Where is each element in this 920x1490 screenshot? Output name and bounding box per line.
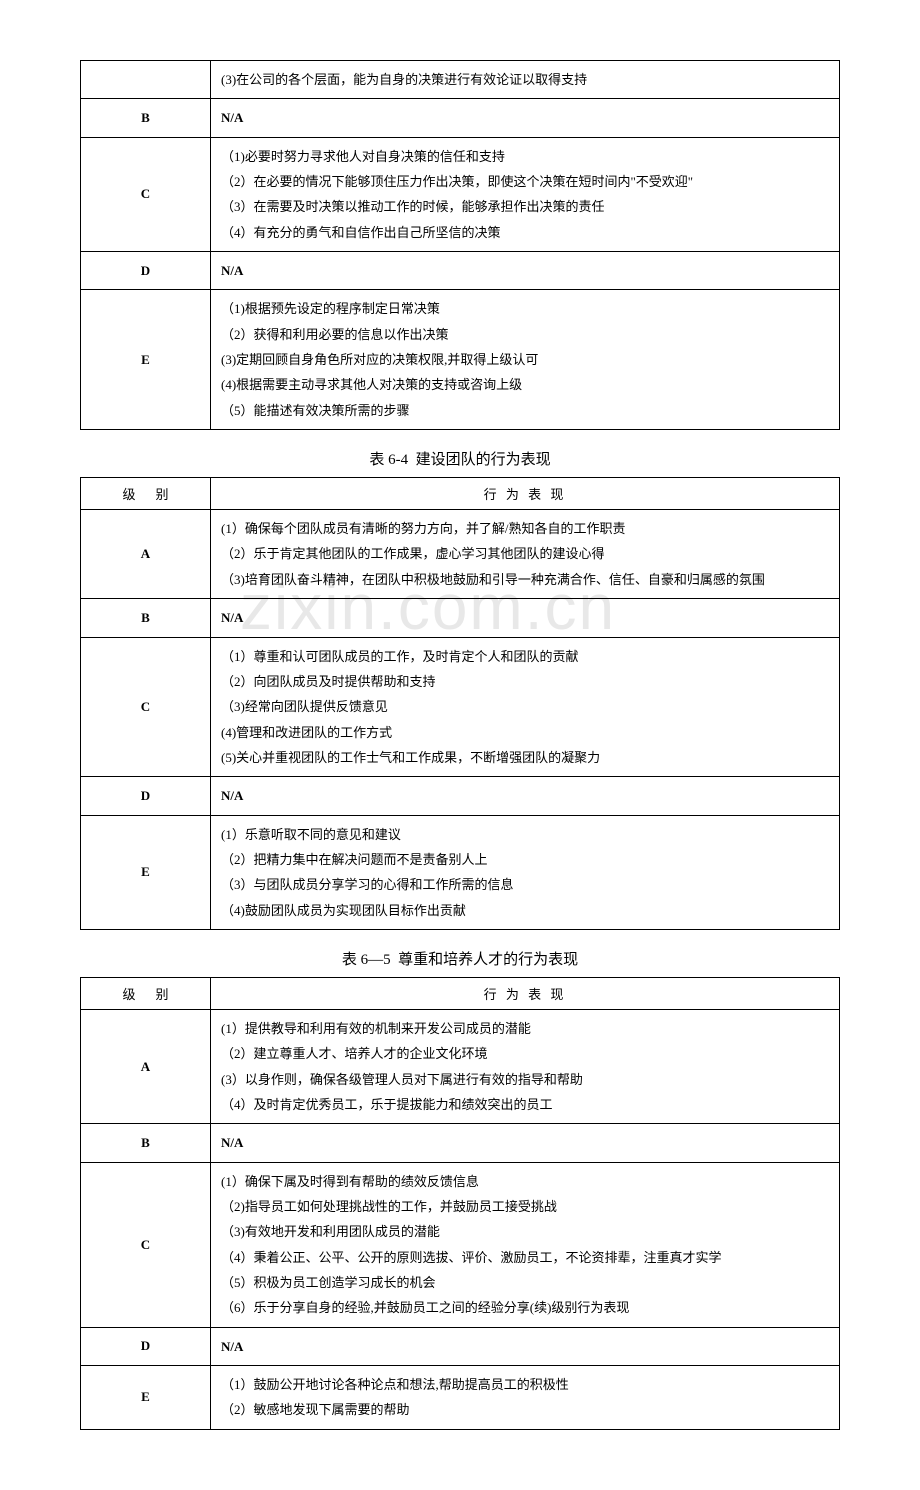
level-cell: B bbox=[81, 1124, 211, 1162]
behavior-line: （1)根据预先设定的程序制定日常决策 bbox=[221, 296, 829, 321]
behavior-cell: (1）确保下属及时得到有帮助的绩效反馈信息 （2)指导员工如何处理挑战性的工作，… bbox=[211, 1162, 840, 1327]
behavior-line: （2）向团队成员及时提供帮助和支持 bbox=[221, 669, 829, 694]
level-cell: D bbox=[81, 252, 211, 290]
behavior-line: （3)培育团队奋斗精神，在团队中积极地鼓励和引导一种充满合作、信任、自豪和归属感… bbox=[221, 567, 829, 592]
behavior-line: （5）积极为员工创造学习成长的机会 bbox=[221, 1270, 829, 1295]
behavior-line: （1)必要时努力寻求他人对自身决策的信任和支持 bbox=[221, 144, 829, 169]
behavior-line: （2）获得和利用必要的信息以作出决策 bbox=[221, 322, 829, 347]
behavior-line: （2）把精力集中在解决问题而不是责备别人上 bbox=[221, 847, 829, 872]
behavior-line: （2）建立尊重人才、培养人才的企业文化环境 bbox=[221, 1041, 829, 1066]
behavior-line: (1）确保下属及时得到有帮助的绩效反馈信息 bbox=[221, 1169, 829, 1194]
behavior-cell: N/A bbox=[211, 252, 840, 290]
title-text: 尊重和培养人才的行为表现 bbox=[398, 952, 578, 968]
title-prefix: 表 6—5 bbox=[342, 952, 391, 968]
table-row: E (1）乐意听取不同的意见和建议 （2）把精力集中在解决问题而不是责备别人上 … bbox=[81, 815, 840, 929]
level-cell: A bbox=[81, 1009, 211, 1123]
table-row: B N/A bbox=[81, 99, 840, 137]
behavior-line: （5）能描述有效决策所需的步骤 bbox=[221, 398, 829, 423]
table-row: B N/A bbox=[81, 599, 840, 637]
behavior-cell: N/A bbox=[211, 99, 840, 137]
table-row: D N/A bbox=[81, 252, 840, 290]
table-header: 级别 行 为 表 现 bbox=[81, 977, 840, 1009]
table-64: 级别 行 为 表 现 A (1）确保每个团队成员有清晰的努力方向，并了解/熟知各… bbox=[80, 477, 840, 930]
level-cell: E bbox=[81, 290, 211, 430]
table-row: C （1)必要时努力寻求他人对自身决策的信任和支持 （2）在必要的情况下能够顶住… bbox=[81, 137, 840, 251]
behavior-line: (1）确保每个团队成员有清晰的努力方向，并了解/熟知各自的工作职责 bbox=[221, 516, 829, 541]
level-cell: C bbox=[81, 637, 211, 777]
behavior-line: (3）以身作则，确保各级管理人员对下属进行有效的指导和帮助 bbox=[221, 1067, 829, 1092]
behavior-line: （4）有充分的勇气和自信作出自己所坚信的决策 bbox=[221, 220, 829, 245]
behavior-line: （2）敏感地发现下属需要的帮助 bbox=[221, 1397, 829, 1422]
behavior-cell: (3)在公司的各个层面，能为自身的决策进行有效论证以取得支持 bbox=[211, 61, 840, 99]
level-cell: D bbox=[81, 777, 211, 815]
behavior-line: （4）秉着公正、公平、公开的原则选拔、评价、激励员工，不论资排辈，注重真才实学 bbox=[221, 1245, 829, 1270]
header-behavior: 行 为 表 现 bbox=[211, 977, 840, 1009]
level-cell: C bbox=[81, 137, 211, 251]
behavior-line: （4)鼓励团队成员为实现团队目标作出贡献 bbox=[221, 898, 829, 923]
table-row: C （1）尊重和认可团队成员的工作，及时肯定个人和团队的贡献 （2）向团队成员及… bbox=[81, 637, 840, 777]
behavior-cell: (1）乐意听取不同的意见和建议 （2）把精力集中在解决问题而不是责备别人上 （3… bbox=[211, 815, 840, 929]
behavior-line: (1）乐意听取不同的意见和建议 bbox=[221, 822, 829, 847]
table-row: C (1）确保下属及时得到有帮助的绩效反馈信息 （2)指导员工如何处理挑战性的工… bbox=[81, 1162, 840, 1327]
level-cell: B bbox=[81, 599, 211, 637]
behavior-line: (5)关心并重视团队的工作士气和工作成果，不断增强团队的凝聚力 bbox=[221, 745, 829, 770]
title-text: 建设团队的行为表现 bbox=[416, 452, 551, 468]
level-cell: A bbox=[81, 510, 211, 599]
behavior-cell: N/A bbox=[211, 599, 840, 637]
behavior-cell: （1)必要时努力寻求他人对自身决策的信任和支持 （2）在必要的情况下能够顶住压力… bbox=[211, 137, 840, 251]
behavior-cell: （1）鼓励公开地讨论各种论点和想法,帮助提高员工的积极性 （2）敏感地发现下属需… bbox=[211, 1366, 840, 1430]
behavior-cell: N/A bbox=[211, 1327, 840, 1365]
behavior-line: (3)定期回顾自身角色所对应的决策权限,并取得上级认可 bbox=[221, 347, 829, 372]
header-behavior: 行 为 表 现 bbox=[211, 478, 840, 510]
title-prefix: 表 6-4 bbox=[369, 452, 408, 468]
level-cell: D bbox=[81, 1327, 211, 1365]
table-title-65: 表 6—5 尊重和培养人才的行为表现 bbox=[80, 930, 840, 977]
behavior-line: （4）及时肯定优秀员工，乐于提拔能力和绩效突出的员工 bbox=[221, 1092, 829, 1117]
behavior-line: （2)指导员工如何处理挑战性的工作，并鼓励员工接受挑战 bbox=[221, 1194, 829, 1219]
table-row: A (1）确保每个团队成员有清晰的努力方向，并了解/熟知各自的工作职责 （2）乐… bbox=[81, 510, 840, 599]
table-row: E （1)根据预先设定的程序制定日常决策 （2）获得和利用必要的信息以作出决策 … bbox=[81, 290, 840, 430]
behavior-line: (3)在公司的各个层面，能为自身的决策进行有效论证以取得支持 bbox=[221, 67, 829, 92]
behavior-line: （1）鼓励公开地讨论各种论点和想法,帮助提高员工的积极性 bbox=[221, 1372, 829, 1397]
level-cell: E bbox=[81, 815, 211, 929]
behavior-line: （3）与团队成员分享学习的心得和工作所需的信息 bbox=[221, 872, 829, 897]
table-partial: (3)在公司的各个层面，能为自身的决策进行有效论证以取得支持 B N/A C （… bbox=[80, 60, 840, 430]
header-level: 级别 bbox=[81, 977, 211, 1009]
behavior-cell: N/A bbox=[211, 1124, 840, 1162]
table-65: 级别 行 为 表 现 A (1）提供教导和利用有效的机制来开发公司成员的潜能 （… bbox=[80, 977, 840, 1430]
table-row: D N/A bbox=[81, 777, 840, 815]
table-row: A (1）提供教导和利用有效的机制来开发公司成员的潜能 （2）建立尊重人才、培养… bbox=[81, 1009, 840, 1123]
behavior-line: (1）提供教导和利用有效的机制来开发公司成员的潜能 bbox=[221, 1016, 829, 1041]
table-row: D N/A bbox=[81, 1327, 840, 1365]
behavior-line: (4)根据需要主动寻求其他人对决策的支持或咨询上级 bbox=[221, 372, 829, 397]
behavior-line: （3）在需要及时决策以推动工作的时候，能够承担作出决策的责任 bbox=[221, 194, 829, 219]
table-row: (3)在公司的各个层面，能为自身的决策进行有效论证以取得支持 bbox=[81, 61, 840, 99]
level-cell: B bbox=[81, 99, 211, 137]
level-cell bbox=[81, 61, 211, 99]
behavior-cell: （1)根据预先设定的程序制定日常决策 （2）获得和利用必要的信息以作出决策 (3… bbox=[211, 290, 840, 430]
behavior-line: （3)经常向团队提供反馈意见 bbox=[221, 694, 829, 719]
table-row: E （1）鼓励公开地讨论各种论点和想法,帮助提高员工的积极性 （2）敏感地发现下… bbox=[81, 1366, 840, 1430]
behavior-line: （1）尊重和认可团队成员的工作，及时肯定个人和团队的贡献 bbox=[221, 644, 829, 669]
behavior-cell: (1）提供教导和利用有效的机制来开发公司成员的潜能 （2）建立尊重人才、培养人才… bbox=[211, 1009, 840, 1123]
table-header: 级别 行 为 表 现 bbox=[81, 478, 840, 510]
header-level: 级别 bbox=[81, 478, 211, 510]
table-row: B N/A bbox=[81, 1124, 840, 1162]
level-cell: E bbox=[81, 1366, 211, 1430]
behavior-cell: N/A bbox=[211, 777, 840, 815]
behavior-cell: （1）尊重和认可团队成员的工作，及时肯定个人和团队的贡献 （2）向团队成员及时提… bbox=[211, 637, 840, 777]
behavior-line: （2）在必要的情况下能够顶住压力作出决策，即使这个决策在短时间内"不受欢迎" bbox=[221, 169, 829, 194]
behavior-line: （6）乐于分享自身的经验,并鼓励员工之间的经验分享(续)级别行为表现 bbox=[221, 1295, 829, 1320]
level-cell: C bbox=[81, 1162, 211, 1327]
behavior-line: （3)有效地开发和利用团队成员的潜能 bbox=[221, 1219, 829, 1244]
behavior-line: （2）乐于肯定其他团队的工作成果，虚心学习其他团队的建设心得 bbox=[221, 541, 829, 566]
behavior-cell: (1）确保每个团队成员有清晰的努力方向，并了解/熟知各自的工作职责 （2）乐于肯… bbox=[211, 510, 840, 599]
behavior-line: (4)管理和改进团队的工作方式 bbox=[221, 720, 829, 745]
table-title-64: 表 6-4 建设团队的行为表现 bbox=[80, 430, 840, 477]
